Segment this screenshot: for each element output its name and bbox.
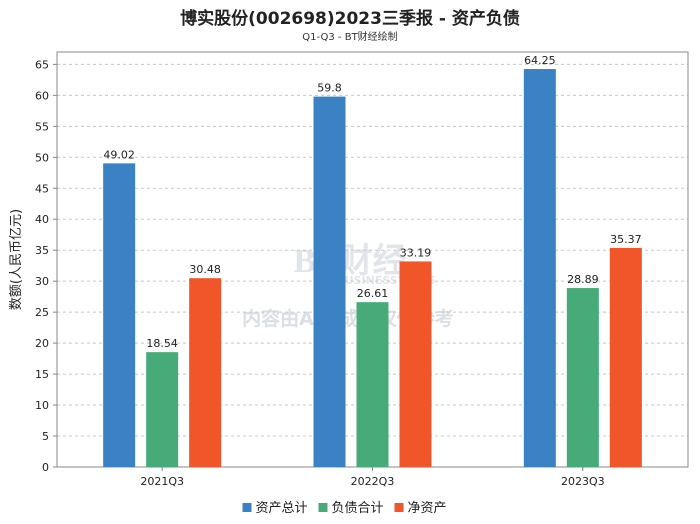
watermark-logo: BT财经 (293, 242, 406, 280)
chart-title: 博实股份(002698)2023三季报 - 资产负债 (180, 9, 520, 29)
legend-swatch (242, 503, 252, 512)
legend-label: 净资产 (408, 501, 447, 516)
y-tick-label: 55 (35, 120, 49, 133)
y-tick-label: 60 (35, 89, 49, 102)
data-label: 26.61 (357, 287, 389, 300)
data-label: 30.48 (189, 263, 221, 276)
legend-label: 资产总计 (256, 501, 308, 516)
y-tick-label: 35 (35, 244, 49, 257)
data-label: 28.89 (567, 273, 599, 286)
y-tick-label: 5 (42, 430, 49, 443)
data-label: 18.54 (146, 337, 178, 350)
y-axis-label: 数额(人民币亿元) (9, 209, 24, 310)
data-label: 64.25 (524, 54, 556, 67)
y-tick-label: 10 (35, 399, 49, 412)
bar (399, 261, 432, 467)
y-tick-label: 25 (35, 306, 49, 319)
y-tick-label: 20 (35, 337, 49, 350)
legend: 资产总计 负债合计 净资产 (242, 501, 447, 516)
data-label: 49.02 (103, 148, 135, 161)
x-tick-label: 2022Q3 (351, 475, 395, 488)
y-tick-label: 30 (35, 275, 49, 288)
legend-swatch (394, 503, 404, 512)
bars: 49.02 18.54 30.48 59.8 26.61 33.19 64.25 28.89 3… (103, 54, 642, 468)
bar (356, 302, 389, 467)
data-label: 33.19 (400, 246, 432, 259)
legend-label: 负债合计 (332, 501, 384, 516)
x-tick-label: 2023Q3 (561, 475, 605, 488)
y-tick-label: 0 (42, 461, 49, 474)
bar (103, 163, 136, 467)
x-axis-ticks: 2021Q3 2022Q3 2023Q3 (140, 467, 605, 488)
bar (146, 352, 179, 467)
y-tick-label: 65 (35, 58, 49, 71)
y-tick-label: 15 (35, 368, 49, 381)
bar (566, 288, 599, 467)
bar (609, 247, 642, 467)
bar (189, 278, 222, 467)
y-tick-label: 45 (35, 182, 49, 195)
data-label: 59.8 (317, 82, 342, 95)
x-tick-label: 2021Q3 (140, 475, 184, 488)
chart-subtitle: Q1-Q3 - BT财经绘制 (302, 32, 398, 43)
data-label: 35.37 (610, 233, 642, 246)
bar (523, 69, 556, 468)
y-tick-label: 50 (35, 151, 49, 164)
y-tick-label: 40 (35, 213, 49, 226)
legend-swatch (318, 503, 328, 512)
bar (313, 96, 346, 467)
y-axis-ticks: 0 5 10 15 20 25 30 35 40 45 50 55 60 65 (35, 58, 57, 474)
